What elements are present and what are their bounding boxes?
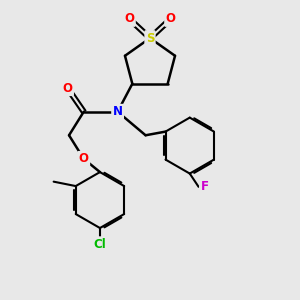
Text: O: O xyxy=(124,13,134,26)
Text: O: O xyxy=(166,13,176,26)
Text: F: F xyxy=(200,180,208,193)
Text: S: S xyxy=(146,32,154,45)
Text: N: N xyxy=(112,105,123,118)
Text: O: O xyxy=(79,152,89,165)
Text: O: O xyxy=(63,82,73,95)
Text: Cl: Cl xyxy=(94,238,106,251)
